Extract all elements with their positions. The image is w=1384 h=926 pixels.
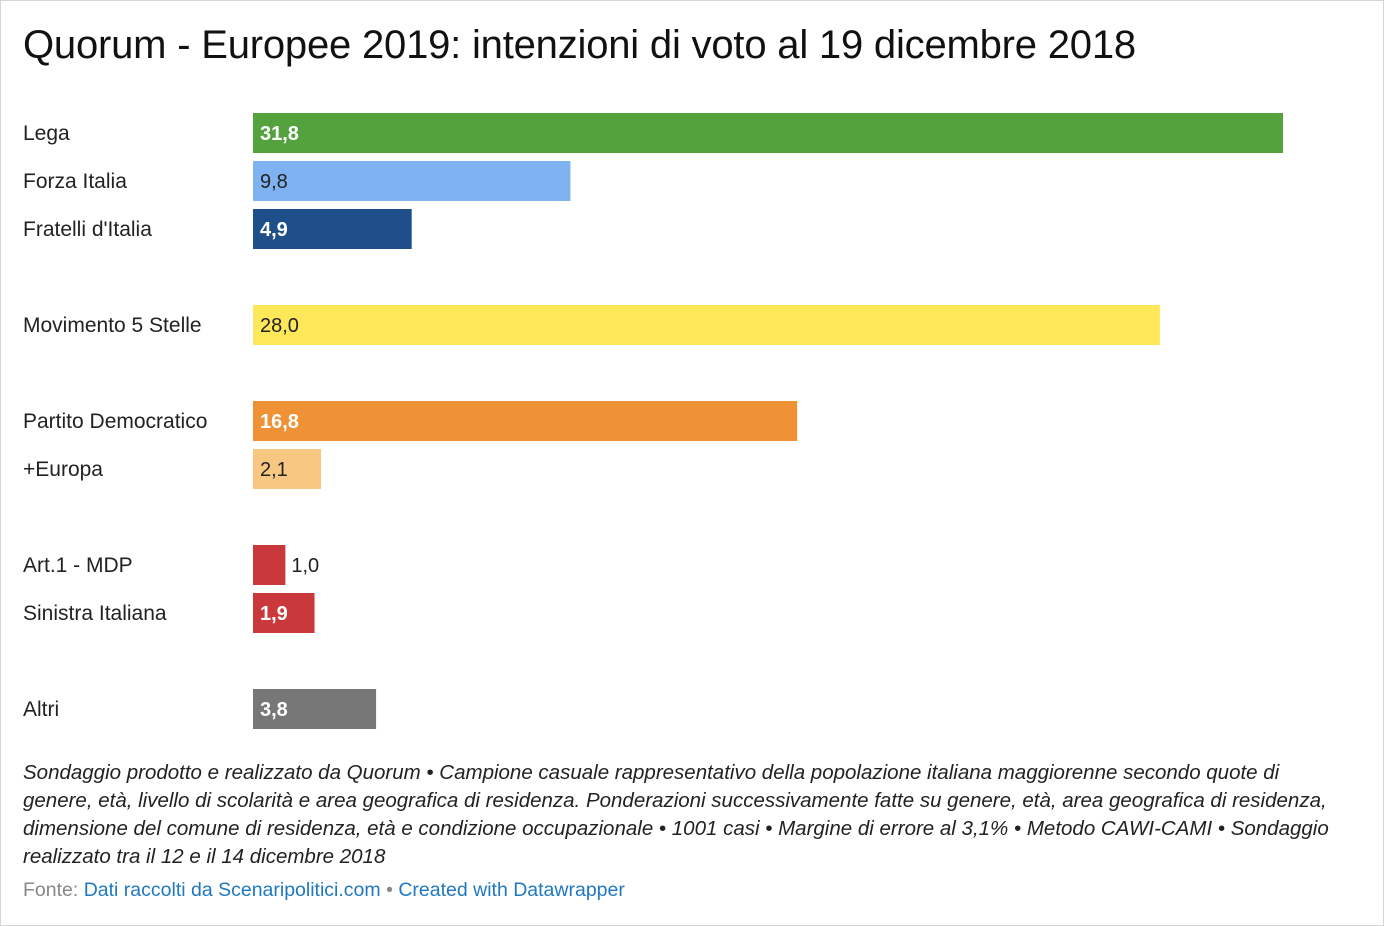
value-label: 31,8 xyxy=(260,123,299,145)
bar-row: Lega 31,8 xyxy=(23,113,1283,153)
bar-row: Forza Italia 9,8 xyxy=(23,161,571,201)
value-label: 4,9 xyxy=(260,219,288,241)
value-label: 2,1 xyxy=(260,459,288,481)
bar xyxy=(253,305,1160,345)
chart-title: Quorum - Europee 2019: intenzioni di vot… xyxy=(23,23,1136,67)
bar-row: Fratelli d'Italia 4,9 xyxy=(23,209,412,249)
category-label: Movimento 5 Stelle xyxy=(23,314,202,337)
bar-row: Movimento 5 Stelle 28,0 xyxy=(23,305,1160,345)
value-label: 1,0 xyxy=(291,555,319,577)
category-label: +Europa xyxy=(23,458,103,481)
bar xyxy=(253,161,571,201)
chart-footer: Fonte: Dati raccolti da Scenaripolitici.… xyxy=(23,879,625,902)
bar-row: Sinistra Italiana 1,9 xyxy=(23,593,315,633)
bar xyxy=(253,113,1283,153)
footer-separator: • xyxy=(380,879,399,901)
bar-row: Art.1 - MDP 1,0 xyxy=(23,545,319,585)
source-prefix: Fonte: xyxy=(23,879,84,901)
bar-row: Altri 3,8 xyxy=(23,689,377,729)
value-label: 16,8 xyxy=(260,411,299,433)
category-label: Sinistra Italiana xyxy=(23,602,167,625)
datawrapper-credit-link[interactable]: Created with Datawrapper xyxy=(398,879,625,901)
bar xyxy=(253,449,322,489)
value-label: 28,0 xyxy=(260,315,299,337)
bar xyxy=(253,401,798,441)
chart-notes: Sondaggio prodotto e realizzato da Quoru… xyxy=(23,761,1329,868)
bar-chart: Lega 31,8 Forza Italia 9,8 Fratelli d'Italia… xyxy=(23,113,1283,729)
category-label: Forza Italia xyxy=(23,170,127,193)
bar-row: +Europa 2,1 xyxy=(23,449,322,489)
category-label: Art.1 - MDP xyxy=(23,554,133,577)
category-label: Altri xyxy=(23,698,59,721)
value-label: 1,9 xyxy=(260,603,288,625)
bar xyxy=(253,593,315,633)
category-label: Fratelli d'Italia xyxy=(23,218,152,241)
bar xyxy=(253,545,286,585)
category-label: Partito Democratico xyxy=(23,410,207,433)
bar xyxy=(253,209,412,249)
bar-row: Partito Democratico 16,8 xyxy=(23,401,798,441)
category-label: Lega xyxy=(23,122,70,145)
value-label: 9,8 xyxy=(260,171,288,193)
value-label: 3,8 xyxy=(260,699,288,721)
bar xyxy=(253,689,377,729)
source-link[interactable]: Dati raccolti da Scenaripolitici.com xyxy=(83,879,381,901)
